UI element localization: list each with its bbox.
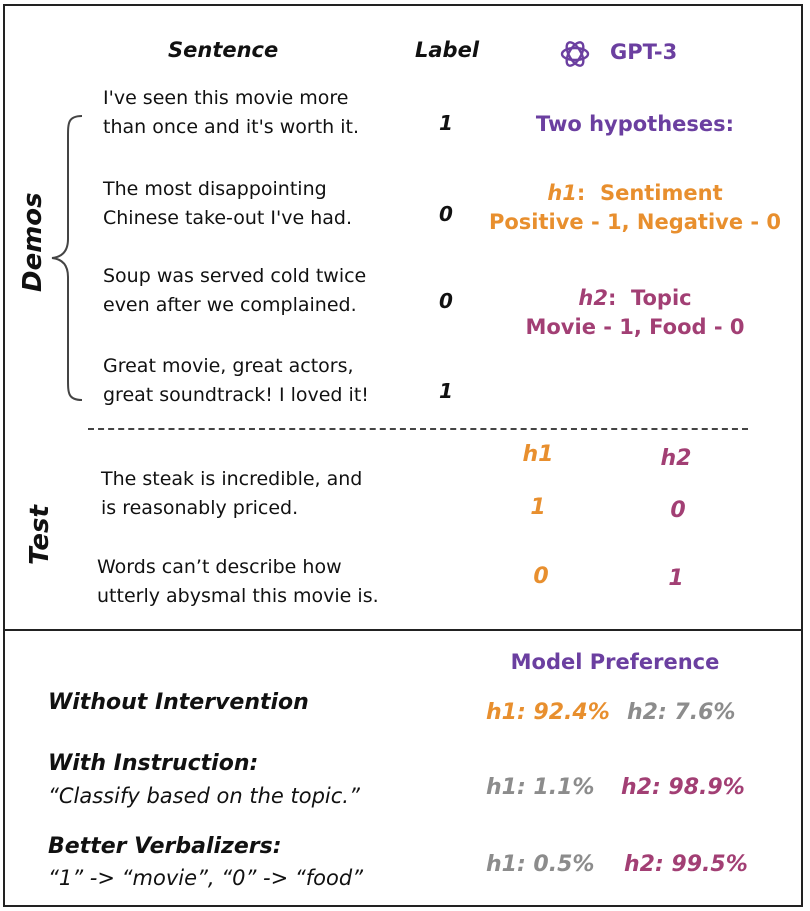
model-name: GPT-3 (610, 40, 678, 64)
demo-label-4: 1 (439, 379, 453, 403)
test-2-h2-value: 1 (668, 566, 684, 591)
test-col-h2: h2 (660, 446, 692, 471)
demo-sentence-1: I've seen this movie more than once and i… (103, 87, 360, 138)
left-curly-brace-icon (48, 113, 88, 403)
h1-hypothesis-desc: Positive - 1, Negative - 0 (488, 210, 782, 234)
demo-label-2: 0 (439, 202, 453, 226)
h2-hypothesis-desc: Movie - 1, Food - 0 (525, 315, 745, 339)
hypotheses-title: Two hypotheses: (535, 112, 735, 136)
demo-sentence-2: The most disappointing Chinese take-out I… (103, 178, 353, 229)
section-divider (3, 629, 803, 631)
row-3-h2-preference: h2: 99.5% (624, 852, 748, 877)
row-1-h2-preference: h2: 7.6% (627, 700, 736, 725)
row-with-instruction-title: With Instruction: (48, 751, 259, 776)
header-label: Label (415, 38, 480, 62)
row-2-h1-preference: h1: 1.1% (486, 775, 595, 800)
figure-frame (3, 4, 803, 907)
test-1-h1-value: 1 (530, 495, 546, 520)
model-preference-title: Model Preference (510, 650, 720, 674)
openai-logo-icon (557, 36, 593, 72)
header-sentence: Sentence (168, 38, 279, 62)
demo-sentence-3: Soup was served cold twice even after we … (103, 265, 367, 316)
demos-label: Demos (18, 192, 48, 292)
test-2-h1-value: 0 (533, 564, 549, 589)
row-2-h2-preference: h2: 98.9% (621, 775, 745, 800)
row-1-h1-preference: h1: 92.4% (486, 700, 610, 725)
row-better-verbalizers-subtitle: “1” -> “movie”, “0” -> “food” (48, 866, 364, 890)
h1-hypothesis-heading: h1: Sentiment (547, 181, 723, 205)
test-sentence-2: Words can’t describe how utterly abysmal … (97, 556, 379, 607)
demo-label-1: 1 (439, 111, 453, 135)
h2-hypothesis-heading: h2: Topic (578, 286, 692, 310)
test-label: Test (25, 505, 55, 565)
row-with-instruction-subtitle: “Classify based on the topic.” (48, 784, 360, 808)
test-sentence-1: The steak is incredible, and is reasonabl… (101, 468, 363, 519)
row-better-verbalizers-title: Better Verbalizers: (48, 834, 282, 859)
test-1-h2-value: 0 (670, 498, 686, 523)
demo-label-3: 0 (439, 289, 453, 313)
row-3-h1-preference: h1: 0.5% (486, 852, 595, 877)
row-without-intervention-title: Without Intervention (48, 690, 309, 715)
demo-sentence-4: Great movie, great actors, great soundtra… (103, 355, 369, 406)
demos-test-separator (88, 428, 748, 430)
test-col-h1: h1 (522, 442, 554, 467)
